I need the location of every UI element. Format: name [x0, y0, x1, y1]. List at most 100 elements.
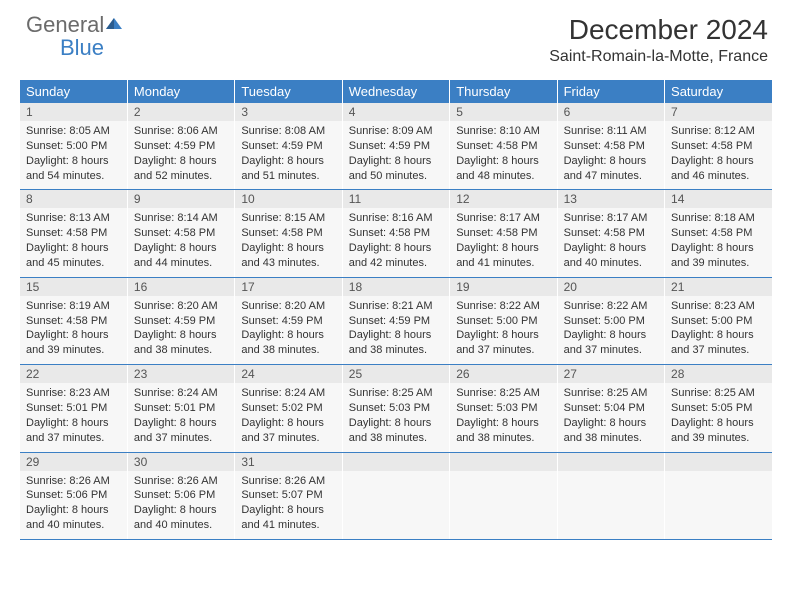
sunset-text: Sunset: 4:58 PM	[26, 314, 121, 329]
day-detail-cell: Sunrise: 8:23 AMSunset: 5:01 PMDaylight:…	[20, 383, 127, 452]
daylight-text: Daylight: 8 hours and 41 minutes.	[456, 241, 550, 271]
sunset-text: Sunset: 4:58 PM	[456, 226, 550, 241]
daylight-text: Daylight: 8 hours and 52 minutes.	[134, 154, 228, 184]
day-number-row: 22232425262728	[20, 365, 772, 384]
sunrise-text: Sunrise: 8:20 AM	[241, 299, 335, 314]
daylight-text: Daylight: 8 hours and 37 minutes.	[671, 328, 766, 358]
sunset-text: Sunset: 4:58 PM	[564, 139, 658, 154]
daylight-text: Daylight: 8 hours and 48 minutes.	[456, 154, 550, 184]
sunset-text: Sunset: 5:05 PM	[671, 401, 766, 416]
sunset-text: Sunset: 4:59 PM	[349, 314, 443, 329]
daylight-text: Daylight: 8 hours and 39 minutes.	[671, 416, 766, 446]
sunrise-text: Sunrise: 8:25 AM	[349, 386, 443, 401]
sunset-text: Sunset: 5:06 PM	[26, 488, 121, 503]
day-number-cell: 10	[235, 190, 342, 209]
day-number-cell: 29	[20, 452, 127, 471]
day-number-row: 891011121314	[20, 190, 772, 209]
sunset-text: Sunset: 5:03 PM	[456, 401, 550, 416]
sunset-text: Sunset: 5:04 PM	[564, 401, 658, 416]
day-detail-cell: Sunrise: 8:26 AMSunset: 5:06 PMDaylight:…	[20, 471, 127, 540]
day-number-cell	[342, 452, 449, 471]
daylight-text: Daylight: 8 hours and 40 minutes.	[26, 503, 121, 533]
sunrise-text: Sunrise: 8:22 AM	[456, 299, 550, 314]
day-number-cell: 6	[557, 103, 664, 121]
day-number-cell: 17	[235, 277, 342, 296]
sunrise-text: Sunrise: 8:06 AM	[134, 124, 228, 139]
day-number-cell: 5	[450, 103, 557, 121]
daylight-text: Daylight: 8 hours and 37 minutes.	[26, 416, 121, 446]
day-number-cell: 20	[557, 277, 664, 296]
day-detail-cell: Sunrise: 8:23 AMSunset: 5:00 PMDaylight:…	[665, 296, 772, 365]
location-text: Saint-Romain-la-Motte, France	[549, 48, 768, 66]
sunset-text: Sunset: 4:59 PM	[134, 314, 228, 329]
sunrise-text: Sunrise: 8:16 AM	[349, 211, 443, 226]
daylight-text: Daylight: 8 hours and 50 minutes.	[349, 154, 443, 184]
day-detail-cell: Sunrise: 8:26 AMSunset: 5:07 PMDaylight:…	[235, 471, 342, 540]
sunrise-text: Sunrise: 8:11 AM	[564, 124, 658, 139]
title-block: December 2024 Saint-Romain-la-Motte, Fra…	[549, 14, 768, 66]
day-detail-cell: Sunrise: 8:24 AMSunset: 5:01 PMDaylight:…	[127, 383, 234, 452]
daylight-text: Daylight: 8 hours and 38 minutes.	[134, 328, 228, 358]
sunset-text: Sunset: 4:58 PM	[671, 226, 766, 241]
sunrise-text: Sunrise: 8:05 AM	[26, 124, 121, 139]
sunset-text: Sunset: 5:02 PM	[241, 401, 335, 416]
day-detail-cell: Sunrise: 8:20 AMSunset: 4:59 PMDaylight:…	[127, 296, 234, 365]
sunset-text: Sunset: 5:00 PM	[456, 314, 550, 329]
daylight-text: Daylight: 8 hours and 46 minutes.	[671, 154, 766, 184]
day-detail-cell: Sunrise: 8:13 AMSunset: 4:58 PMDaylight:…	[20, 208, 127, 277]
day-number-cell	[665, 452, 772, 471]
sunrise-text: Sunrise: 8:10 AM	[456, 124, 550, 139]
sunset-text: Sunset: 4:58 PM	[456, 139, 550, 154]
sunrise-text: Sunrise: 8:17 AM	[456, 211, 550, 226]
daylight-text: Daylight: 8 hours and 43 minutes.	[241, 241, 335, 271]
page-title: December 2024	[549, 14, 768, 46]
day-number-cell: 18	[342, 277, 449, 296]
day-detail-cell: Sunrise: 8:22 AMSunset: 5:00 PMDaylight:…	[557, 296, 664, 365]
sunset-text: Sunset: 4:59 PM	[349, 139, 443, 154]
day-number-cell: 15	[20, 277, 127, 296]
sunrise-text: Sunrise: 8:26 AM	[26, 474, 121, 489]
sunset-text: Sunset: 5:00 PM	[564, 314, 658, 329]
day-detail-cell: Sunrise: 8:10 AMSunset: 4:58 PMDaylight:…	[450, 121, 557, 190]
day-number-cell	[450, 452, 557, 471]
sunset-text: Sunset: 5:03 PM	[349, 401, 443, 416]
day-detail-cell: Sunrise: 8:05 AMSunset: 5:00 PMDaylight:…	[20, 121, 127, 190]
logo: General Blue	[24, 14, 124, 60]
weekday-tuesday: Tuesday	[235, 80, 342, 103]
day-number-cell: 30	[127, 452, 234, 471]
day-detail-cell	[342, 471, 449, 540]
daylight-text: Daylight: 8 hours and 51 minutes.	[241, 154, 335, 184]
daylight-text: Daylight: 8 hours and 54 minutes.	[26, 154, 121, 184]
day-number-cell: 19	[450, 277, 557, 296]
sunset-text: Sunset: 5:01 PM	[26, 401, 121, 416]
day-detail-cell: Sunrise: 8:21 AMSunset: 4:59 PMDaylight:…	[342, 296, 449, 365]
weekday-wednesday: Wednesday	[342, 80, 449, 103]
day-detail-cell: Sunrise: 8:25 AMSunset: 5:05 PMDaylight:…	[665, 383, 772, 452]
day-number-cell: 23	[127, 365, 234, 384]
day-number-cell: 9	[127, 190, 234, 209]
daylight-text: Daylight: 8 hours and 38 minutes.	[456, 416, 550, 446]
daylight-text: Daylight: 8 hours and 44 minutes.	[134, 241, 228, 271]
day-number-cell: 26	[450, 365, 557, 384]
sunrise-text: Sunrise: 8:23 AM	[671, 299, 766, 314]
day-detail-row: Sunrise: 8:05 AMSunset: 5:00 PMDaylight:…	[20, 121, 772, 190]
day-detail-row: Sunrise: 8:26 AMSunset: 5:06 PMDaylight:…	[20, 471, 772, 540]
day-detail-cell: Sunrise: 8:09 AMSunset: 4:59 PMDaylight:…	[342, 121, 449, 190]
daylight-text: Daylight: 8 hours and 40 minutes.	[134, 503, 228, 533]
sunset-text: Sunset: 4:59 PM	[241, 139, 335, 154]
sunrise-text: Sunrise: 8:25 AM	[564, 386, 658, 401]
sunrise-text: Sunrise: 8:20 AM	[134, 299, 228, 314]
sunrise-text: Sunrise: 8:21 AM	[349, 299, 443, 314]
day-number-cell: 11	[342, 190, 449, 209]
day-detail-cell: Sunrise: 8:14 AMSunset: 4:58 PMDaylight:…	[127, 208, 234, 277]
day-detail-cell: Sunrise: 8:06 AMSunset: 4:59 PMDaylight:…	[127, 121, 234, 190]
daylight-text: Daylight: 8 hours and 40 minutes.	[564, 241, 658, 271]
sunrise-text: Sunrise: 8:25 AM	[456, 386, 550, 401]
day-number-cell: 24	[235, 365, 342, 384]
day-number-cell: 21	[665, 277, 772, 296]
day-number-cell: 28	[665, 365, 772, 384]
daylight-text: Daylight: 8 hours and 42 minutes.	[349, 241, 443, 271]
day-number-cell: 16	[127, 277, 234, 296]
day-detail-row: Sunrise: 8:13 AMSunset: 4:58 PMDaylight:…	[20, 208, 772, 277]
daylight-text: Daylight: 8 hours and 38 minutes.	[349, 328, 443, 358]
